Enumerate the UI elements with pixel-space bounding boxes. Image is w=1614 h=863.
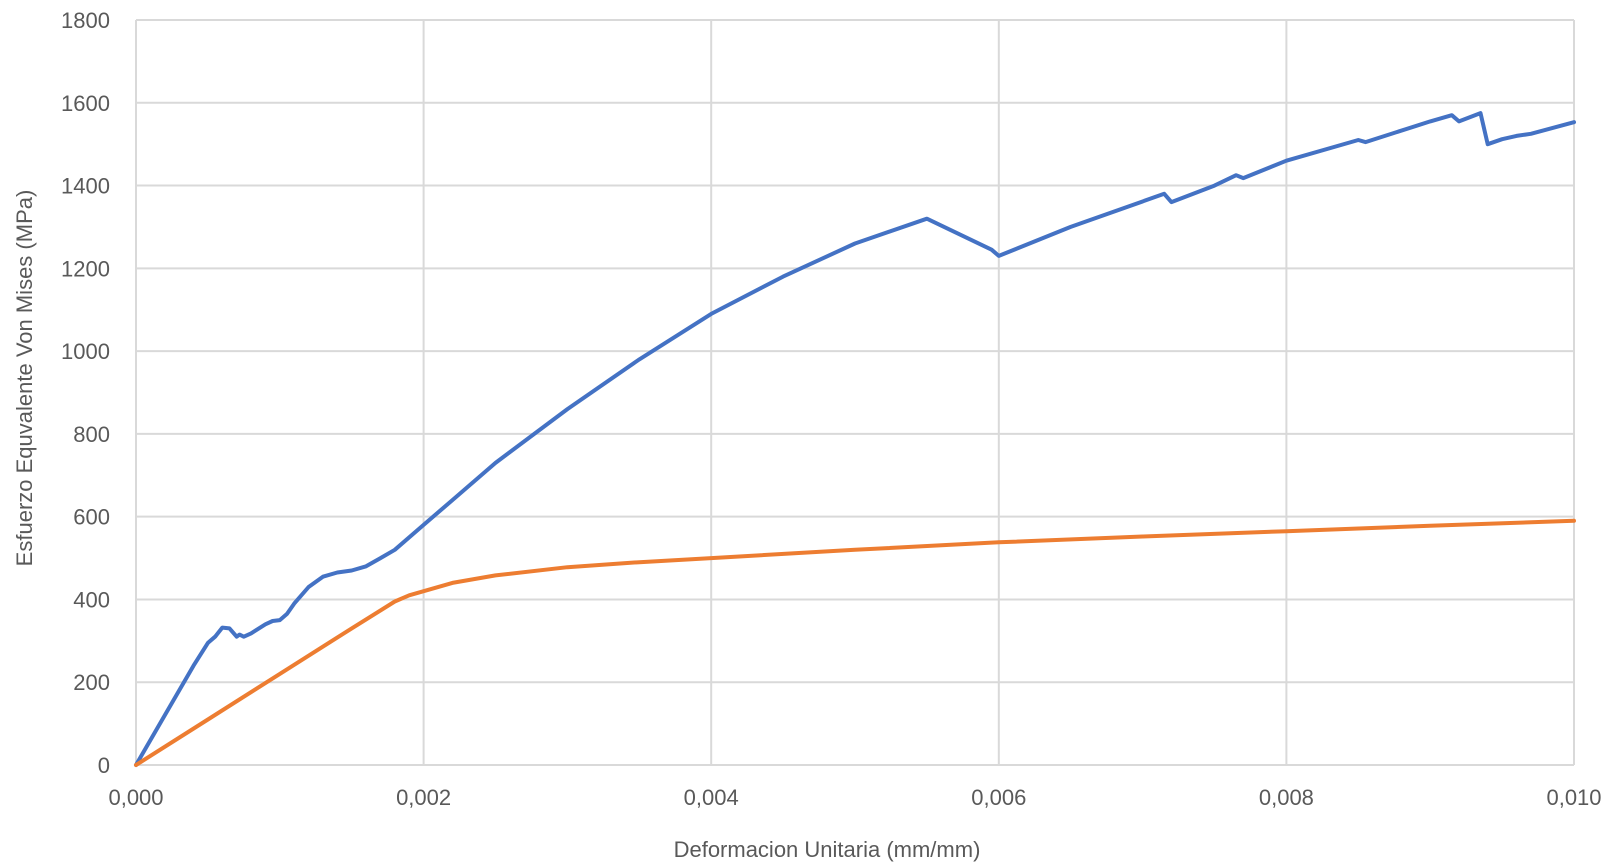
grid-lines xyxy=(135,19,1575,766)
y-tick-label: 200 xyxy=(73,670,110,695)
y-tick-label: 1800 xyxy=(61,8,110,33)
x-axis-title: Deformacion Unitaria (mm/mm) xyxy=(674,837,981,862)
y-tick-label: 800 xyxy=(73,422,110,447)
y-tick-label: 600 xyxy=(73,505,110,530)
x-tick-label: 0,004 xyxy=(684,785,739,810)
y-tick-label: 1000 xyxy=(61,339,110,364)
y-tick-label: 400 xyxy=(73,587,110,612)
series-lines xyxy=(134,111,1576,767)
y-tick-label: 1600 xyxy=(61,91,110,116)
series-line-2 xyxy=(134,518,1576,767)
x-tick-label: 0,006 xyxy=(971,785,1026,810)
series-line-1 xyxy=(134,111,1576,767)
x-tick-label: 0,000 xyxy=(108,785,163,810)
y-tick-label: 1200 xyxy=(61,256,110,281)
x-tick-label: 0,010 xyxy=(1546,785,1601,810)
x-tick-label: 0,002 xyxy=(396,785,451,810)
x-tick-labels: 0,000 0,002 0,004 0,006 0,008 0,010 xyxy=(108,785,1601,810)
y-tick-labels: 0 200 400 600 800 1000 1200 1400 1600 1800 xyxy=(61,8,110,778)
y-axis-title: Esfuerzo Equvalente Von Mises (MPa) xyxy=(12,190,37,567)
y-tick-label: 1400 xyxy=(61,174,110,199)
x-tick-label: 0,008 xyxy=(1259,785,1314,810)
y-tick-label: 0 xyxy=(98,753,110,778)
